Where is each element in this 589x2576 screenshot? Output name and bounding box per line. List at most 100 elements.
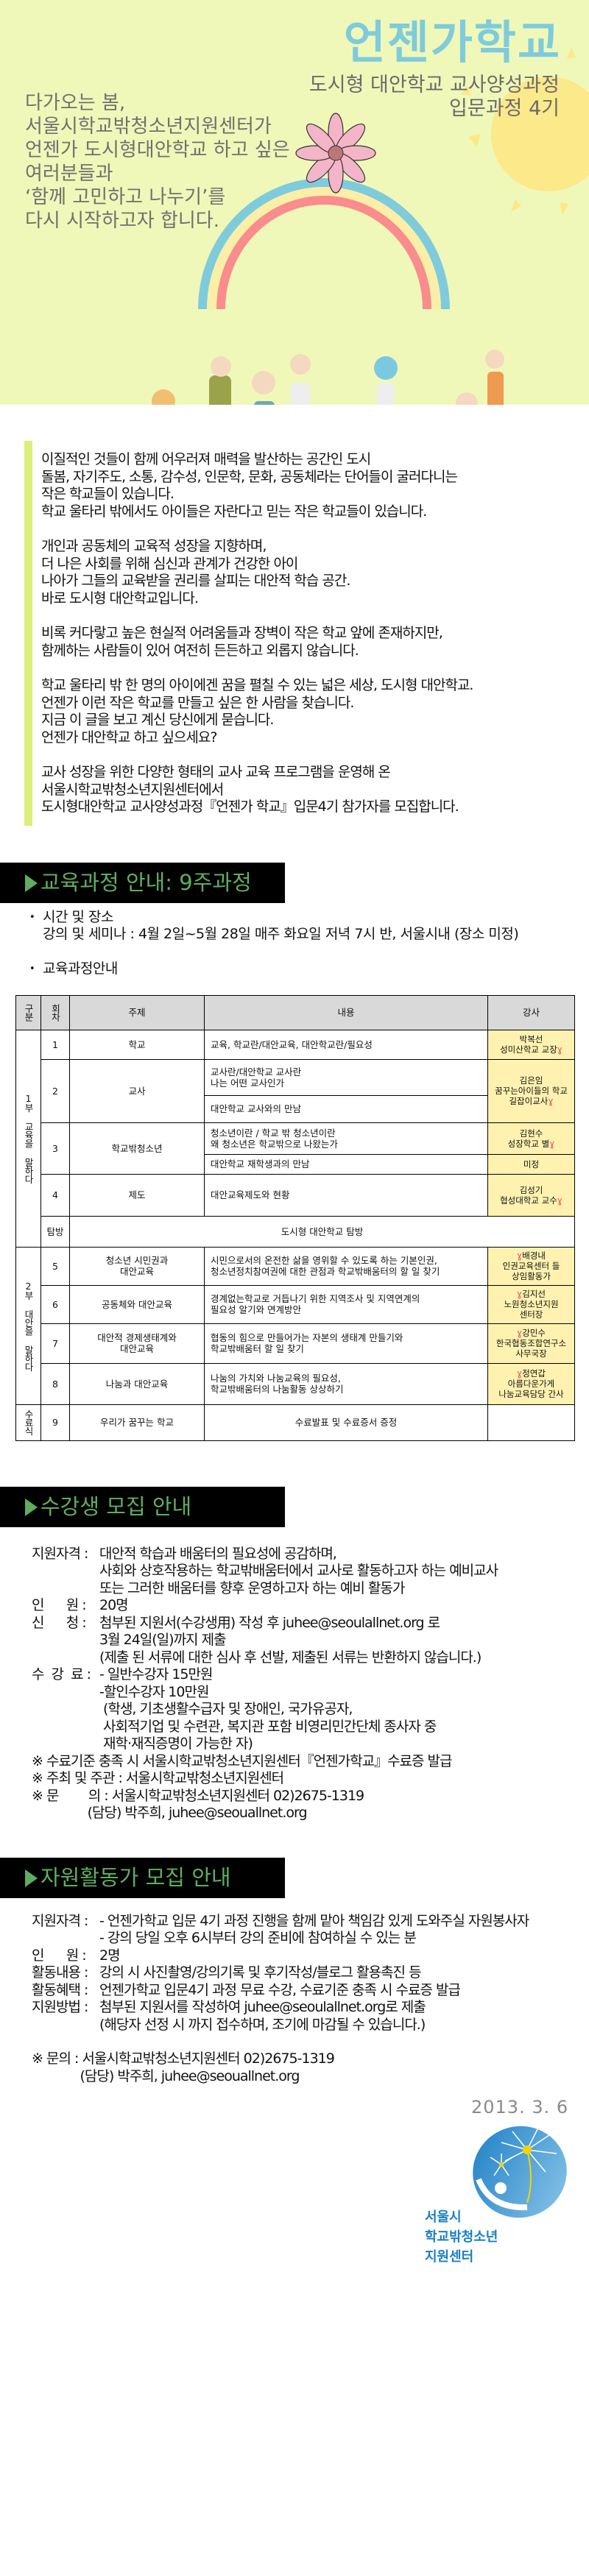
part-cell: 수료식 — [15, 1404, 41, 1441]
info-row: 신 청 : 첨부된 지원서(수강생用) 작성 후 juhee@seoulalln… — [32, 1614, 482, 1666]
instructor-cell: ɣ김지선 노원청소년지원 센터장 — [487, 1284, 575, 1324]
instructor-cell: ɣ강민수 한국협동조합연구소 사무국장 — [487, 1323, 575, 1364]
info-row: 활동내용 : 강의 시 사진촬영/강의기록 및 후기작성/블로그 활용촉진 등 — [32, 1964, 422, 1981]
table-row: 6 공동체와 대안교육 경계없는학교로 거듭나기 위한 지역조사 및 지역연계의… — [16, 1284, 575, 1324]
table-row: 대안학교 교사와의 만남 — [16, 1094, 575, 1123]
table-row: 4 제도 대안교육제도와 현황 김성기 협성대학교 교수ɣ — [16, 1173, 575, 1217]
logo-text: 서울시 학교밖청소년 지원센터 — [425, 2209, 498, 2265]
intro-paragraph: 비록 커다랗고 높은 현실적 어려움들과 장벽이 작은 학교 앞에 존재하지만,… — [41, 625, 443, 659]
intro-paragraph: 개인과 공동체의 교육적 성장을 지향하며, 더 나은 사회를 위해 심신과 관… — [41, 538, 350, 606]
table-row: 1부 교육을 말하다 1 학교 교육, 학교란/대안교육, 대안학교란/필요성 … — [15, 1029, 575, 1248]
session-no: 6 — [40, 1284, 70, 1324]
info-row: 지원방법 : 첨부된 지원서를 작성하여 juhee@seoulallnet.o… — [32, 1999, 426, 2033]
info-note: ※ 문 의 : 서울시학교밖청소년지원센터 02)2675-1319 (담당) … — [32, 1787, 364, 1822]
session-no: 3 — [40, 1122, 70, 1175]
info-note: ※ 문의 : 서울시학교밖청소년지원센터 02)2675-1319 (담당) 박… — [32, 2050, 335, 2084]
table-row: 대안학교 재학생과의 만남 미정 — [16, 1153, 575, 1175]
check-mark-icon: ɣ — [557, 1195, 562, 1206]
header-cell: 내용 — [204, 994, 488, 1030]
topic-cell: 대안적 경제생태계와 대안교육 — [69, 1323, 205, 1364]
topic-cell: 공동체와 대안교육 — [69, 1284, 205, 1324]
check-mark-icon: ɣ — [517, 1328, 523, 1338]
info-row: 지원자격 : 대안적 학습과 배움터의 필요성에 공감하며, 사회와 상호작용하… — [32, 1545, 498, 1596]
table-row: 8 나눔과 대안교육 나눔의 가치와 나눔교육의 필요성, 학교밖배움터의 나눔… — [16, 1362, 575, 1405]
people-illustration — [152, 350, 504, 405]
instructor-cell: ɣ배경내 인권교육센터 들 상임활동가 — [487, 1246, 575, 1286]
session-no: 9 — [40, 1404, 70, 1441]
topic-cell: 학교밖청소년 — [69, 1122, 205, 1175]
instructor-cell: ɣ정연갑 아름다운가게 나눔교육담당 간사 — [487, 1362, 575, 1405]
topic-cell: 우리가 꿈꾸는 학교 — [69, 1404, 205, 1441]
check-mark-icon: ɣ — [549, 1138, 555, 1149]
content-cell: 대안학교 교사와의 만남 — [204, 1094, 488, 1123]
bullet-item: 시간 및 장소 강의 및 세미나 : 4월 2일~5월 28일 매주 화요일 저… — [29, 909, 589, 943]
hero-title: 언젠가학교 — [343, 15, 561, 69]
content-cell: 나눔의 가치와 나눔교육의 필요성, 학교밖배움터의 나눔활동 상상하기 — [204, 1362, 488, 1405]
part-cell: 2부 대안을 말하다 — [15, 1246, 41, 1405]
header-cell: 회차 — [40, 994, 70, 1030]
hero-banner: 언젠가학교 도시형 대안학교 교사양성과정 입문과정 4기 다가오는 봄, 서울… — [0, 0, 589, 405]
info-row: 인 원 : 20명 — [32, 1597, 129, 1613]
content-cell: 청소년이란 / 학교 밖 청소년이란 왜 청소년은 학교밖으로 나왔는가 — [204, 1122, 488, 1155]
content-cell: 수료발표 및 수료증서 증정 — [204, 1404, 488, 1441]
session-no: 8 — [40, 1362, 70, 1405]
table-row: 2부 대안을 말하다 5 청소년 시민권과 대안교육 시민으로서의 온전한 삶을… — [15, 1246, 575, 1405]
instructor-cell: 미정 — [487, 1153, 575, 1175]
curriculum-heading-text: 교육과정 안내: 9주과정 — [40, 869, 252, 895]
page-content: 이질적인 것들이 함께 어우러져 매력을 발산하는 공간인 도시 돌봄, 자기주… — [0, 441, 589, 2265]
sun-icon — [461, 47, 589, 216]
students-heading-text: 수강생 모집 안내 — [40, 1493, 192, 1519]
volunteers-heading: 자원활동가 모집 안내 — [0, 1857, 285, 1898]
info-row: 활동혜택 : 언젠가학교 입문4기 과정 무료 수강, 수료기준 충족 시 수료… — [32, 1981, 461, 1998]
table-row: 3 학교밖청소년 청소년이란 / 학교 밖 청소년이란 왜 청소년은 학교밖으로… — [16, 1122, 575, 1175]
session-no: 4 — [40, 1173, 70, 1217]
content-cell: 협동의 힘으로 만들어가는 자본의 생태계 만들기와 학교밖배움터 할 일 찾기 — [204, 1323, 488, 1364]
table-row: 수료식 9 우리가 꿈꾸는 학교 수료발표 및 수료증서 증정 — [15, 1404, 575, 1441]
triangle-right-icon — [25, 874, 38, 892]
topic-cell: 교사 — [69, 1058, 205, 1123]
instructor-cell: 김현수 성장학교 별ɣ — [487, 1122, 575, 1155]
info-row: 지원자격 : - 언젠가학교 입문 4기 과정 진행을 함께 맡아 책임감 있게… — [32, 1912, 529, 1947]
topic-cell: 나눔과 대안교육 — [69, 1362, 205, 1405]
bullet-item: 교육과정안내 — [29, 960, 589, 977]
content-cell: 시민으로서의 온전한 삶을 영위할 수 있도록 하는 기본인권, 청소년정치참여… — [204, 1246, 488, 1286]
topic-cell: 학교 — [69, 1029, 205, 1060]
part-cell: 1부 교육을 말하다 — [15, 1029, 41, 1248]
check-mark-icon: ɣ — [517, 1289, 523, 1299]
info-row: 인 원 : 2명 — [32, 1947, 121, 1964]
instructor-cell: 김은임 꿈꾸는아이들의 학교 길잡이교사ɣ — [487, 1058, 575, 1123]
topic-cell: 도시형 대안학교 탐방 — [69, 1215, 575, 1248]
session-no: 7 — [40, 1323, 70, 1364]
hero-subtitle: 도시형 대안학교 교사양성과정 입문과정 4기 — [308, 74, 560, 120]
hero-illustration — [152, 47, 589, 405]
table-row: 7 대안적 경제생태계와 대안교육 협동의 힘으로 만들어가는 자본의 생태계 … — [16, 1323, 575, 1364]
intro-block: 이질적인 것들이 함께 어우러져 매력을 발산하는 공간인 도시 돌봄, 자기주… — [24, 441, 577, 826]
hero-lead-text: 다가오는 봄, 서울시학교밖청소년지원센터가 언젠가 도시형대안학교 하고 싶은… — [25, 92, 290, 232]
curriculum-heading: 교육과정 안내: 9주과정 — [0, 862, 285, 903]
topic-cell: 청소년 시민권과 대안교육 — [69, 1246, 205, 1286]
date: 2013. 3. 6 — [471, 2097, 569, 2117]
table-row: 탐방 도시형 대안학교 탐방 — [16, 1215, 575, 1248]
curriculum-table: 구분 회차 주제 내용 강사 1부 교육을 말하다 1 학교 교육, 학교란/대… — [15, 994, 575, 1441]
session-no: 1 — [40, 1029, 70, 1060]
info-note: ※ 수료기준 충족 시 서울시학교밖청소년지원센터『언젠가학교』수료증 발급 — [32, 1752, 453, 1769]
session-no: 탐방 — [40, 1215, 70, 1248]
content-cell: 경계없는학교로 거듭나기 위한 지역조사 및 지역연계의 필요성 알기와 연계방… — [204, 1284, 488, 1324]
instructor-cell: 박복선 성미산학교 교장ɣ — [487, 1029, 575, 1060]
intro-paragraph: 이질적인 것들이 함께 어우러져 매력을 발산하는 공간인 도시 돌봄, 자기주… — [41, 451, 458, 520]
dandelion-logo-icon — [473, 2126, 567, 2218]
students-info: 지원자격 : 대안적 학습과 배움터의 필요성에 공감하며, 사회와 상호작용하… — [32, 1546, 584, 1822]
footer: 2013. 3. 6 서울시 학교밖청소년 지원센터 — [0, 2085, 589, 2265]
table-header-row: 구분 회차 주제 내용 강사 — [15, 994, 575, 1030]
content-cell: 교사란/대안학교 교사란 나는 어떤 교사인가 — [204, 1058, 488, 1096]
intro-paragraph: 교사 성장을 위한 다양한 형태의 교사 교육 프로그램을 운영해 온 서울시학… — [41, 764, 459, 815]
check-mark-icon: ɣ — [557, 1044, 562, 1055]
check-mark-icon: ɣ — [548, 1096, 554, 1106]
triangle-right-icon — [25, 1498, 38, 1516]
header-cell: 구분 — [15, 994, 41, 1030]
curriculum-bullets: 시간 및 장소 강의 및 세미나 : 4월 2일~5월 28일 매주 화요일 저… — [29, 909, 589, 977]
check-mark-icon: ɣ — [517, 1368, 523, 1379]
rainbow-icon — [198, 178, 450, 310]
header-cell: 주제 — [69, 994, 205, 1030]
session-no: 5 — [40, 1246, 70, 1286]
